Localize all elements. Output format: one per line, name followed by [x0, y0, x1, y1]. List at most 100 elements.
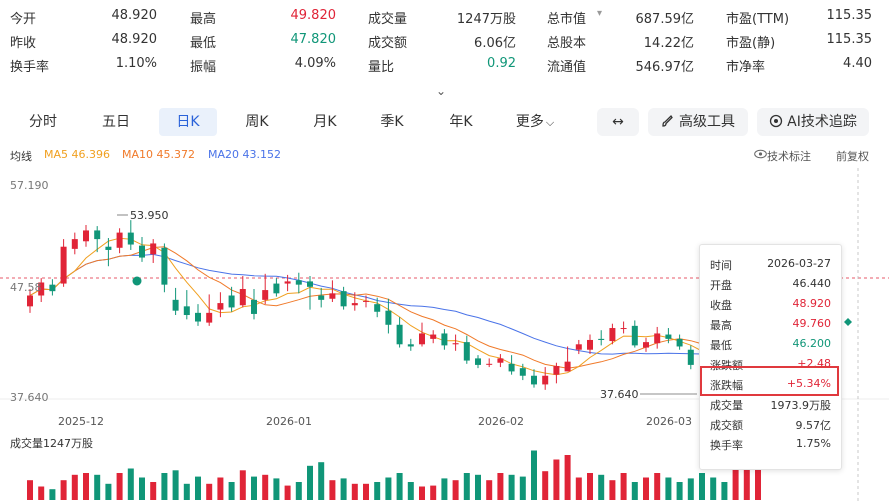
volume-bar — [531, 450, 537, 500]
stat-value: 4.09% — [294, 56, 336, 71]
volume-bar — [363, 483, 369, 500]
tech-mark-toggle[interactable]: 技术标注 — [754, 148, 811, 163]
tooltip-row: 收盘 48.920 — [710, 297, 831, 315]
candle-body — [519, 368, 526, 376]
candle-body — [385, 310, 392, 325]
volume-bar — [60, 480, 67, 500]
candle-body — [228, 295, 235, 308]
stat-label: 昨收 — [10, 36, 37, 51]
candle-body — [564, 361, 571, 372]
tab-intraday[interactable]: 分时 — [29, 114, 57, 130]
volume-bar — [755, 446, 761, 500]
period-tabs: 分时 五日 日K 周K 月K 季K 年K 更多 ⌵ ↔ 高级工具 AI技术追踪 — [0, 108, 889, 136]
y-axis-label: 37.640 — [10, 391, 49, 404]
volume-bar — [161, 473, 168, 500]
fit-width-button[interactable]: ↔ — [597, 108, 639, 136]
stat-value: 115.35 — [826, 32, 873, 47]
y-axis-label: 57.190 — [10, 179, 49, 192]
volume-label: 成交量1247万股 — [10, 436, 93, 450]
volume-bar — [251, 476, 257, 500]
marker-dot — [132, 276, 142, 286]
tooltip-row: 成交额 9.57亿 — [710, 417, 831, 435]
volume-bar — [463, 473, 470, 500]
tab-more[interactable]: 更多 ⌵ — [506, 108, 564, 136]
stat-label: 振幅 — [190, 60, 217, 75]
ma5-line — [29, 237, 759, 379]
candle-body — [452, 343, 459, 345]
y-axis-label: 47.58 — [10, 281, 42, 294]
stat-label: 量比 — [368, 60, 395, 75]
volume-bar — [94, 474, 101, 500]
tab-daily-k[interactable]: 日K — [159, 108, 217, 136]
stat-value: 47.820 — [290, 32, 337, 47]
volume-bar — [620, 473, 627, 500]
tooltip-row: 时间 2026-03-27 — [710, 257, 831, 275]
volume-bar — [631, 482, 638, 500]
candle-body — [116, 232, 123, 248]
candle-body — [318, 295, 325, 300]
tooltip-key: 成交额 — [710, 419, 743, 432]
tab-yearly-k[interactable]: 年K — [449, 114, 473, 130]
volume-bar — [553, 459, 560, 500]
volume-bar — [564, 455, 571, 500]
candle-body — [587, 339, 593, 350]
volume-bar — [699, 473, 705, 500]
tab-five-day[interactable]: 五日 — [102, 114, 130, 130]
volume-bar — [183, 483, 190, 500]
volume-bar — [351, 483, 358, 500]
tooltip-row: 成交量 1973.9万股 — [710, 397, 831, 415]
volume-bar — [475, 474, 481, 500]
expand-stats-chevron-icon[interactable]: ⌄ — [436, 84, 447, 98]
ai-tracking-button[interactable]: AI技术追踪 — [757, 108, 869, 136]
candle-body — [94, 230, 101, 240]
tooltip-value: 1973.9万股 — [770, 399, 832, 412]
tooltip-key: 时间 — [710, 259, 732, 272]
candle-body — [273, 283, 280, 294]
kline-chart[interactable]: 53.950 37.640 57.190 47.58 37.640 2025-12 2026… — [0, 168, 889, 502]
total-mv-dropdown-icon[interactable]: ▾ — [597, 8, 603, 19]
volume-bar — [732, 465, 739, 500]
candle-body — [643, 342, 649, 348]
volume-bar — [239, 470, 246, 500]
candle-body — [631, 325, 638, 346]
advanced-tools-button[interactable]: 高级工具 — [648, 108, 748, 136]
volume-bar — [27, 480, 33, 500]
tab-weekly-k[interactable]: 周K — [245, 114, 269, 130]
volume-bar — [71, 474, 78, 500]
candle-body — [161, 247, 168, 285]
stat-value: 1247万股 — [456, 12, 516, 27]
tooltip-value: +5.34% — [786, 377, 831, 390]
tab-monthly-k[interactable]: 月K — [313, 114, 337, 130]
tooltip-key: 收盘 — [710, 299, 732, 312]
chevron-down-icon: ⌵ — [545, 116, 555, 129]
stats-row: 昨收 48.920 最低 47.820 成交额 6.06亿 总股本 14.22亿 市盈(静) 11… — [0, 32, 889, 54]
volume-bar — [430, 485, 437, 500]
stat-value: 4.40 — [843, 56, 872, 71]
x-axis-label: 2026-03 — [646, 415, 692, 428]
candle-body — [598, 338, 605, 340]
candle-body — [531, 375, 537, 385]
candle-body — [441, 333, 448, 346]
candle-body — [206, 312, 213, 323]
ma-legend: 均线 MA5 46.396 MA10 45.372 MA20 43.152 技术… — [0, 148, 889, 164]
candle-body — [676, 338, 683, 347]
candle-body — [475, 358, 481, 365]
candle-body — [374, 304, 381, 312]
volume-bar — [665, 477, 672, 500]
volume-bar — [295, 482, 302, 500]
volume-bar — [206, 483, 213, 500]
adjust-type-button[interactable]: 前复权 — [836, 150, 869, 163]
ma5-value: MA5 46.396 — [44, 148, 110, 161]
volume-bar — [441, 478, 448, 500]
candle-body — [83, 230, 89, 242]
stat-label: 流通值 — [547, 60, 587, 75]
tooltip-row: 换手率 1.75% — [710, 437, 831, 455]
tab-quarterly-k[interactable]: 季K — [380, 114, 404, 130]
ma10-value: MA10 45.372 — [122, 148, 195, 161]
stat-value: 14.22亿 — [643, 36, 694, 51]
tooltip-key: 最高 — [710, 319, 732, 332]
volume-bar — [38, 486, 45, 500]
candle-body — [329, 293, 336, 299]
stat-label: 最低 — [190, 36, 217, 51]
candle-body — [307, 281, 313, 287]
